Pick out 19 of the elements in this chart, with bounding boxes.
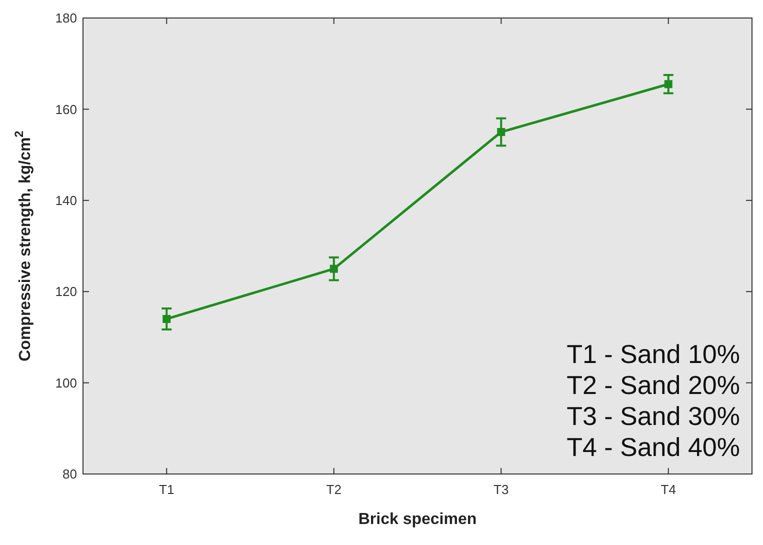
x-axis-title: Brick specimen	[358, 511, 477, 528]
annotation: T2 - Sand 20%	[566, 370, 740, 400]
x-tick-label: T2	[326, 482, 342, 497]
x-tick-label: T3	[494, 482, 509, 497]
annotation: T3 - Sand 30%	[566, 401, 740, 431]
point	[330, 264, 338, 273]
y-tick-label: 140	[55, 192, 77, 208]
y-tick-label: 160	[55, 102, 77, 117]
annotation: T4 - Sand 40%	[566, 432, 740, 462]
y-tick-label: 120	[55, 284, 77, 300]
y-tick-label: 180	[55, 10, 77, 26]
point	[497, 128, 506, 136]
x-tick-label: T4	[660, 482, 676, 497]
point	[664, 80, 672, 88]
y-tick-label: 100	[55, 375, 77, 390]
x-tick-label: T1	[159, 482, 174, 497]
point	[162, 314, 171, 323]
annotation: T1 - Sand 10%	[566, 339, 740, 369]
y-tick-label: 80	[62, 466, 77, 482]
